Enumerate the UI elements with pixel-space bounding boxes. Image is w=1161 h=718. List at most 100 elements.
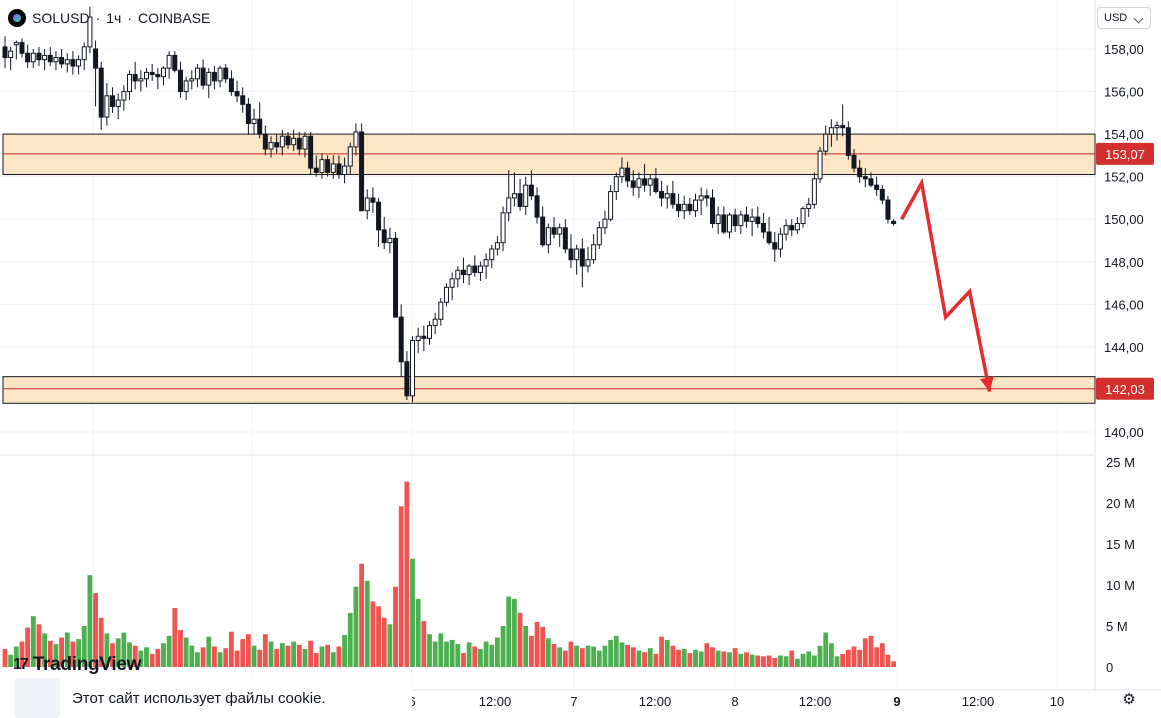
candle-body bbox=[743, 214, 749, 222]
volume-bar bbox=[393, 586, 398, 667]
candle-body bbox=[268, 142, 274, 150]
candle-body bbox=[477, 265, 483, 273]
candle-body bbox=[404, 361, 410, 397]
price-tick-label: 148,00 bbox=[1104, 255, 1144, 270]
candle-body bbox=[625, 167, 631, 182]
volume-bar bbox=[528, 635, 534, 667]
axes: 158,00 156,00 154,00 152,00 150,00 148,00 146,… bbox=[0, 42, 1144, 709]
exchange-label: COINBASE bbox=[138, 10, 211, 26]
header-separator-2: · bbox=[127, 10, 133, 26]
candle-body bbox=[806, 203, 812, 210]
price-zone bbox=[2, 376, 1096, 404]
volume-bar bbox=[698, 651, 704, 667]
candle-body bbox=[415, 335, 421, 342]
candle-body bbox=[602, 218, 608, 229]
volume-bar bbox=[534, 621, 540, 667]
candle-body bbox=[234, 91, 240, 97]
candle-body bbox=[381, 229, 387, 244]
volume-bar bbox=[444, 641, 449, 667]
volume-bar bbox=[715, 650, 721, 667]
candle-body bbox=[240, 95, 246, 105]
symbol-name[interactable]: SOLUSD bbox=[32, 10, 90, 26]
volume-bars bbox=[2, 481, 897, 667]
candle-body bbox=[891, 220, 897, 224]
candle-body bbox=[177, 69, 183, 93]
volume-bar bbox=[744, 652, 749, 667]
price-tick-label: 146,00 bbox=[1104, 297, 1144, 312]
candle-body bbox=[115, 99, 121, 107]
volume-bar bbox=[93, 593, 98, 667]
volume-bar bbox=[13, 646, 19, 667]
volume-bar bbox=[630, 647, 636, 667]
volume-bar bbox=[178, 630, 183, 667]
candle-body bbox=[608, 191, 614, 220]
volume-bar bbox=[738, 653, 744, 667]
volume-bar bbox=[840, 653, 846, 667]
currency-button[interactable]: USD bbox=[1097, 7, 1151, 29]
volume-bar bbox=[591, 646, 597, 667]
candle-body bbox=[64, 59, 70, 65]
volume-bar bbox=[523, 626, 529, 667]
time-tick-label: 12:00 bbox=[639, 694, 672, 709]
volume-bar bbox=[432, 641, 438, 667]
volume-bar bbox=[727, 652, 732, 667]
volume-bar bbox=[2, 648, 8, 667]
volume-bar bbox=[483, 641, 489, 667]
volume-tick-label: 20 M bbox=[1106, 496, 1135, 511]
candle-body bbox=[144, 71, 149, 80]
volume-bar bbox=[404, 481, 410, 667]
currency-label: USD bbox=[1104, 12, 1128, 24]
candle-body bbox=[879, 188, 885, 201]
volume-bar bbox=[676, 649, 681, 667]
volume-bar bbox=[330, 652, 336, 667]
volume-bar bbox=[155, 648, 161, 667]
volume-bar bbox=[251, 645, 257, 667]
candle-body bbox=[574, 248, 580, 261]
volume-bar bbox=[659, 636, 664, 667]
volume-bar bbox=[149, 653, 155, 667]
volume-bar bbox=[144, 647, 149, 667]
candle-body bbox=[87, 16, 93, 48]
interval-label[interactable]: 1ч bbox=[106, 10, 122, 26]
candle-body bbox=[562, 227, 568, 250]
candle-body bbox=[127, 74, 133, 93]
candle-body bbox=[98, 67, 104, 118]
volume-bar bbox=[540, 626, 546, 667]
candle-body bbox=[398, 316, 404, 363]
candle-body bbox=[845, 127, 851, 156]
candle-body bbox=[726, 214, 732, 233]
candle-body bbox=[811, 178, 817, 205]
candle-body bbox=[166, 54, 172, 69]
candle-body bbox=[511, 193, 517, 199]
volume-bar bbox=[772, 657, 778, 667]
volume-bar bbox=[376, 606, 381, 667]
solana-icon bbox=[8, 9, 26, 27]
gear-icon[interactable]: ⚙ bbox=[1122, 691, 1136, 708]
cookie-text: Этот сайт использует файлы cookie. bbox=[72, 689, 326, 707]
volume-bar bbox=[845, 649, 851, 667]
volume-bar bbox=[217, 652, 223, 667]
volume-bar bbox=[336, 646, 342, 667]
candle-body bbox=[721, 214, 727, 233]
volume-bar bbox=[268, 641, 274, 667]
volume-bar bbox=[761, 656, 766, 667]
volume-bar bbox=[291, 641, 297, 667]
forecast-arrow-line bbox=[900, 177, 992, 392]
tradingview-logo[interactable]: 17 TradingView bbox=[13, 654, 141, 676]
volume-bar bbox=[664, 639, 670, 667]
volume-bar bbox=[545, 638, 551, 667]
volume-bar bbox=[619, 642, 625, 667]
candle-body bbox=[540, 216, 546, 246]
price-tick-label: 140,00 bbox=[1104, 425, 1144, 440]
candle-body bbox=[194, 67, 200, 80]
forecast-arrow-head bbox=[980, 376, 994, 392]
grid bbox=[0, 0, 1161, 691]
support-resistance-zones bbox=[2, 133, 1096, 404]
volume-bar bbox=[857, 649, 863, 667]
tradingview-mark-icon: 17 bbox=[13, 656, 29, 673]
candle-body bbox=[393, 237, 399, 318]
candle-body bbox=[138, 78, 144, 82]
volume-bar bbox=[30, 616, 36, 667]
candle-body bbox=[8, 50, 14, 59]
